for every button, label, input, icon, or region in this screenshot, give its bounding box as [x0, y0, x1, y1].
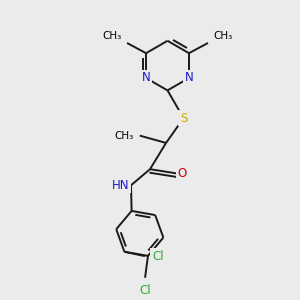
Text: O: O: [178, 167, 187, 180]
Text: Cl: Cl: [139, 284, 151, 297]
Text: N: N: [184, 71, 194, 85]
Text: HN: HN: [112, 179, 130, 192]
Text: CH₃: CH₃: [115, 130, 134, 141]
Text: CH₃: CH₃: [103, 31, 122, 40]
Text: CH₃: CH₃: [213, 31, 232, 40]
Text: S: S: [180, 112, 187, 124]
Text: N: N: [142, 71, 150, 85]
Text: Cl: Cl: [152, 250, 164, 262]
